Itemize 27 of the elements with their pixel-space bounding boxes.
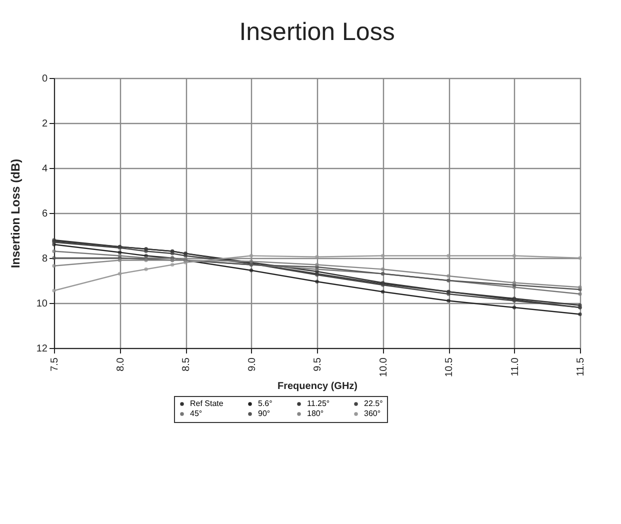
y-axis-title: Insertion Loss (dB) [8,158,22,268]
x-tick-label: 11.0 [510,357,521,376]
legend-label: Ref State [190,399,224,408]
x-tick-label: 10.5 [444,357,455,377]
x-tick-label: 9.5 [312,357,324,372]
chart-title: Insertion Loss [239,18,395,46]
x-tick-label: 8.0 [115,357,126,372]
legend-label: 45° [190,409,202,418]
y-tick-label: 8 [42,254,48,264]
y-tick-label: 6 [42,208,48,220]
x-tick-label: 10.0 [378,357,390,377]
y-tick-label: 4 [42,164,48,174]
y-tick-label: 12 [36,344,48,354]
x-tick-label: 8.5 [181,357,192,372]
y-tick-label: 10 [36,298,48,310]
y-tick-label: 2 [42,118,48,130]
x-tick-label: 7.5 [50,357,60,372]
legend-label: 180° [307,409,324,418]
y-tick-label: 0 [42,74,48,84]
legend-label: 90° [258,409,270,418]
legend-label: 22.5° [364,399,383,408]
legend-label: 360° [364,409,381,418]
x-tick-label: 11.5 [576,357,586,376]
x-tick-label: 9.0 [246,357,258,372]
x-axis-title: Frequency (GHz) [277,380,358,392]
legend-label: 11.25° [307,399,330,408]
legend-label: 5.6° [258,399,272,408]
